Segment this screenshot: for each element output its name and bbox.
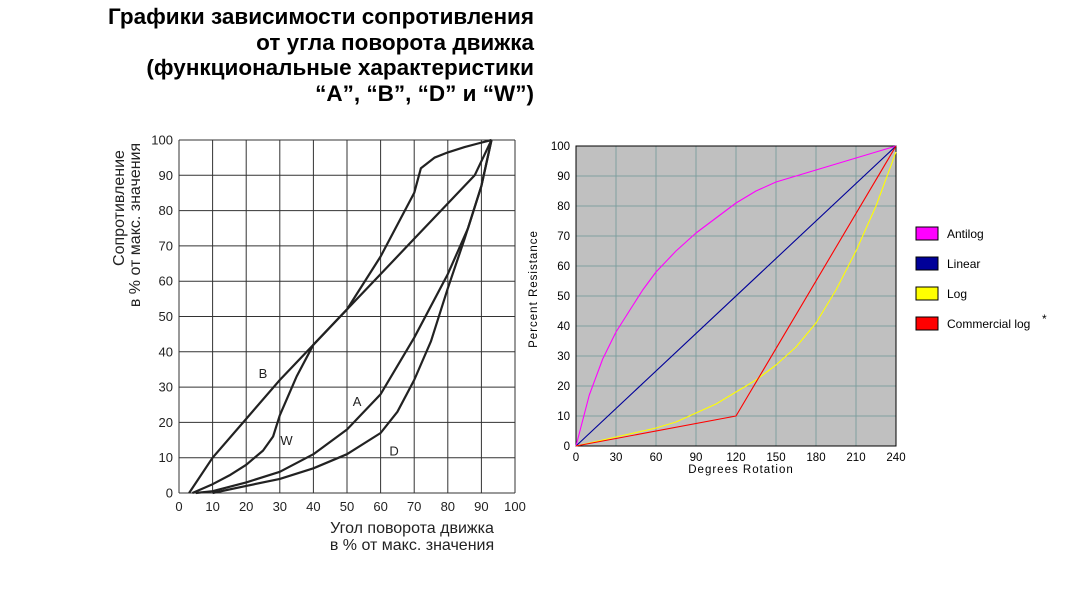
y-tick-label: 70 xyxy=(159,238,173,253)
y-tick-label: 100 xyxy=(551,141,570,153)
legend-label: Linear xyxy=(947,257,980,271)
x-tick-label: 180 xyxy=(806,452,825,464)
legend-swatch xyxy=(915,256,939,271)
y-tick-label: 30 xyxy=(159,380,173,395)
right-y-axis-label: Percent Resistance xyxy=(528,230,540,348)
y-tick-label: 20 xyxy=(557,381,570,393)
y-tick-label: 40 xyxy=(557,321,570,333)
y-tick-label: 60 xyxy=(159,274,173,289)
left-chart-curve-labels: B W A D xyxy=(259,366,399,459)
y-tick-label: 80 xyxy=(557,201,570,213)
right-chart-legend: Antilog Linear Log Commercial log * xyxy=(915,226,1047,331)
legend-label: Antilog xyxy=(947,227,984,241)
y-tick-label: 80 xyxy=(159,203,173,218)
y-tick-label: 50 xyxy=(159,309,173,324)
y-tick-label: 50 xyxy=(557,291,570,303)
page-title: Графики зависимости сопротивления от угл… xyxy=(0,4,534,106)
x-tick-label: 20 xyxy=(239,499,253,514)
curve-label: D xyxy=(389,444,398,459)
x-tick-label: 30 xyxy=(610,452,623,464)
series-line-log xyxy=(575,151,897,447)
x-tick-label: 60 xyxy=(650,452,663,464)
curve-w xyxy=(191,138,492,495)
left-y-axis-label: в % от макс. значения xyxy=(127,143,144,307)
series-line-commercial-log xyxy=(575,145,897,447)
x-tick-label: 0 xyxy=(175,499,182,514)
legend-swatch xyxy=(915,226,939,241)
y-tick-label: 70 xyxy=(557,231,570,243)
y-tick-label: 60 xyxy=(557,261,570,273)
x-tick-label: 120 xyxy=(726,452,745,464)
x-tick-label: 70 xyxy=(407,499,421,514)
left-chart-grid xyxy=(178,139,516,494)
y-tick-label: 100 xyxy=(151,133,173,148)
x-tick-label: 50 xyxy=(340,499,354,514)
right-chart-ticks: 0 30 60 90 120 150 180 210 240 0 10 20 30 40 50 60 70 80 9… xyxy=(551,141,906,464)
x-tick-label: 240 xyxy=(886,452,905,464)
left-chart-curves xyxy=(188,138,493,495)
legend-label: Log xyxy=(947,287,967,301)
right-x-axis-label: Degrees Rotation xyxy=(688,464,794,476)
left-x-axis-label: Угол поворота движка xyxy=(330,520,494,537)
y-tick-label: 20 xyxy=(159,415,173,430)
y-tick-label: 10 xyxy=(557,411,570,423)
left-x-axis-label: в % от макс. значения xyxy=(330,537,494,554)
left-y-axis-label: Сопротивление xyxy=(111,150,128,266)
series-line-antilog xyxy=(575,145,897,447)
y-tick-label: 0 xyxy=(166,486,173,501)
x-tick-label: 210 xyxy=(846,452,865,464)
curve-label: A xyxy=(353,394,362,409)
x-tick-label: 30 xyxy=(273,499,287,514)
legend-swatch xyxy=(915,286,939,301)
x-tick-label: 90 xyxy=(690,452,703,464)
y-tick-label: 40 xyxy=(159,344,173,359)
right-chart-curves xyxy=(575,145,897,447)
title-line: от угла поворота движка xyxy=(256,29,534,55)
x-tick-label: 100 xyxy=(504,499,526,514)
plot-border xyxy=(575,145,897,447)
left-chart-ticks: 0 10 20 30 40 50 60 70 80 90 100 0 10 20 30 40 50 60 70 80 9… xyxy=(151,133,526,515)
title-line: Графики зависимости сопротивления xyxy=(107,4,534,29)
legend-label: Commercial log xyxy=(947,317,1030,331)
y-tick-label: 90 xyxy=(557,171,570,183)
x-tick-label: 150 xyxy=(766,452,785,464)
x-tick-label: 10 xyxy=(205,499,219,514)
legend-swatch xyxy=(915,316,939,331)
x-tick-label: 80 xyxy=(441,499,455,514)
legend-marker: * xyxy=(1042,312,1047,326)
title-line: (функциональные характеристики xyxy=(146,55,534,80)
curve-label: B xyxy=(259,366,268,381)
x-tick-label: 0 xyxy=(573,452,579,464)
y-tick-label: 90 xyxy=(159,168,173,183)
x-tick-label: 90 xyxy=(474,499,488,514)
title-line: “A”, “B”, “D” и “W”) xyxy=(315,80,534,106)
curve-label: W xyxy=(280,433,293,448)
y-tick-label: 10 xyxy=(159,450,173,465)
y-tick-label: 30 xyxy=(557,351,570,363)
x-tick-label: 60 xyxy=(373,499,387,514)
y-tick-label: 0 xyxy=(564,441,570,453)
series-line-linear xyxy=(575,145,897,447)
x-tick-label: 40 xyxy=(306,499,320,514)
curve-d xyxy=(212,139,493,495)
